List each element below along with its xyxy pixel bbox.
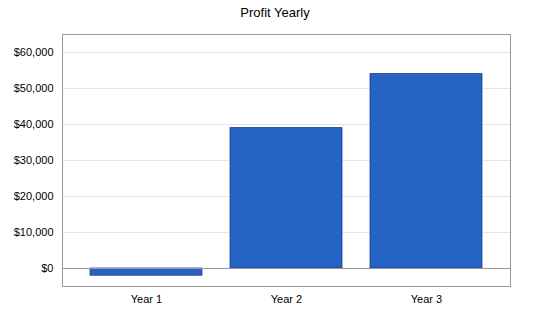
svg-text:$40,000: $40,000 xyxy=(14,118,54,130)
svg-text:$10,000: $10,000 xyxy=(14,226,54,238)
svg-text:$30,000: $30,000 xyxy=(14,154,54,166)
html-text:Profit Yearly: Profit Yearly xyxy=(240,5,310,20)
svg-text:$60,000: $60,000 xyxy=(14,46,54,58)
svg-text:Year 2: Year 2 xyxy=(271,293,302,305)
svg-text:Year 3: Year 3 xyxy=(411,293,442,305)
svg-text:$0: $0 xyxy=(41,262,53,274)
svg-text:Year 1: Year 1 xyxy=(131,293,162,305)
svg-text:$20,000: $20,000 xyxy=(14,190,54,202)
svg-text:$50,000: $50,000 xyxy=(14,82,54,94)
